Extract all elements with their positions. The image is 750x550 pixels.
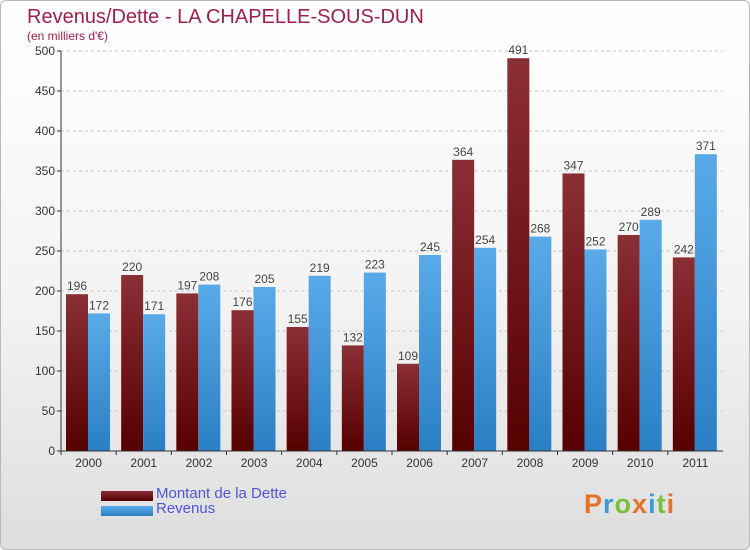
logo-letter: x [632, 489, 649, 519]
logo-letter: P [584, 489, 604, 519]
x-tick-label: 2008 [517, 456, 544, 470]
data-label-debt: 197 [177, 278, 197, 292]
bar-debt [617, 235, 640, 451]
x-tick-label: 2004 [296, 456, 323, 470]
bar-revenue [308, 275, 331, 451]
data-label-debt: 242 [674, 242, 694, 256]
data-label-revenue: 268 [530, 222, 550, 236]
data-label-revenue: 289 [641, 205, 661, 219]
bar-debt [176, 293, 199, 451]
data-label-debt: 196 [67, 279, 87, 293]
chart-subtitle: (en milliers d'€) [27, 29, 108, 43]
legend-swatch-debt [101, 491, 153, 501]
x-tick-label: 2005 [351, 456, 378, 470]
bar-revenue [694, 154, 717, 451]
legend-label-debt: Montant de la Dette [156, 485, 287, 502]
y-tick-label: 150 [35, 324, 55, 338]
data-label-revenue: 371 [696, 139, 716, 153]
data-label-debt: 270 [619, 220, 639, 234]
y-tick-label: 350 [35, 164, 55, 178]
data-label-revenue: 223 [365, 258, 385, 272]
bar-revenue [198, 284, 221, 451]
bar-revenue [474, 247, 497, 451]
data-label-debt: 220 [122, 260, 142, 274]
bar-debt [231, 310, 254, 451]
bar-debt [507, 58, 530, 451]
data-label-debt: 491 [508, 43, 528, 57]
data-label-debt: 364 [453, 145, 473, 159]
logo-letter: i [666, 489, 676, 519]
bar-debt [672, 257, 695, 451]
bar-debt [286, 327, 309, 451]
data-label-revenue: 252 [585, 234, 605, 248]
data-label-revenue: 205 [254, 272, 274, 286]
y-tick-label: 500 [35, 44, 55, 58]
data-label-debt: 155 [288, 312, 308, 326]
x-tick-label: 2003 [241, 456, 268, 470]
data-label-debt: 176 [232, 295, 252, 309]
data-label-revenue: 245 [420, 240, 440, 254]
bar-debt [121, 275, 144, 451]
proxiti-logo: Proxiti [584, 489, 675, 520]
x-tick-label: 2002 [186, 456, 213, 470]
x-tick-label: 2010 [627, 456, 654, 470]
y-tick-label: 100 [35, 364, 55, 378]
legend-swatch-revenue [101, 506, 153, 516]
logo-letter: r [603, 489, 615, 519]
y-tick-label: 250 [35, 244, 55, 258]
y-tick-label: 400 [35, 124, 55, 138]
data-label-debt: 132 [343, 330, 363, 344]
logo-letter: t [656, 489, 667, 519]
chart-title: Revenus/Dette - LA CHAPELLE-SOUS-DUN [27, 6, 424, 28]
bar-revenue [529, 236, 552, 451]
bar-revenue [143, 314, 166, 451]
bar-revenue [253, 287, 276, 451]
y-tick-label: 200 [35, 284, 55, 298]
bar-debt [397, 363, 419, 451]
data-label-revenue: 219 [310, 261, 330, 275]
bar-revenue [88, 313, 110, 451]
data-label-revenue: 172 [89, 298, 109, 312]
bar-debt [66, 294, 88, 451]
y-tick-label: 50 [42, 404, 56, 418]
data-label-revenue: 171 [144, 299, 164, 313]
logo-letter: o [614, 489, 633, 519]
bar-revenue [584, 249, 607, 451]
x-tick-label: 2009 [572, 456, 599, 470]
bar-debt [341, 345, 364, 451]
y-tick-label: 450 [35, 84, 55, 98]
bar-debt [452, 159, 475, 452]
bar-revenue [363, 272, 386, 451]
y-tick-label: 0 [48, 444, 55, 458]
bar-revenue [419, 255, 441, 451]
data-label-debt: 347 [563, 158, 583, 172]
bar-debt [562, 173, 585, 451]
data-label-revenue: 208 [199, 270, 219, 284]
x-tick-label: 2006 [406, 456, 433, 470]
bar-revenue [639, 219, 662, 451]
logo-letter: i [648, 489, 657, 519]
y-tick-label: 300 [35, 204, 55, 218]
x-tick-label: 2007 [461, 456, 488, 470]
x-tick-label: 2000 [75, 456, 102, 470]
data-label-debt: 109 [398, 349, 418, 363]
data-label-revenue: 254 [475, 233, 495, 247]
x-tick-label: 2001 [130, 456, 157, 470]
legend-label-revenue: Revenus [156, 500, 216, 517]
x-tick-label: 2011 [683, 456, 709, 470]
